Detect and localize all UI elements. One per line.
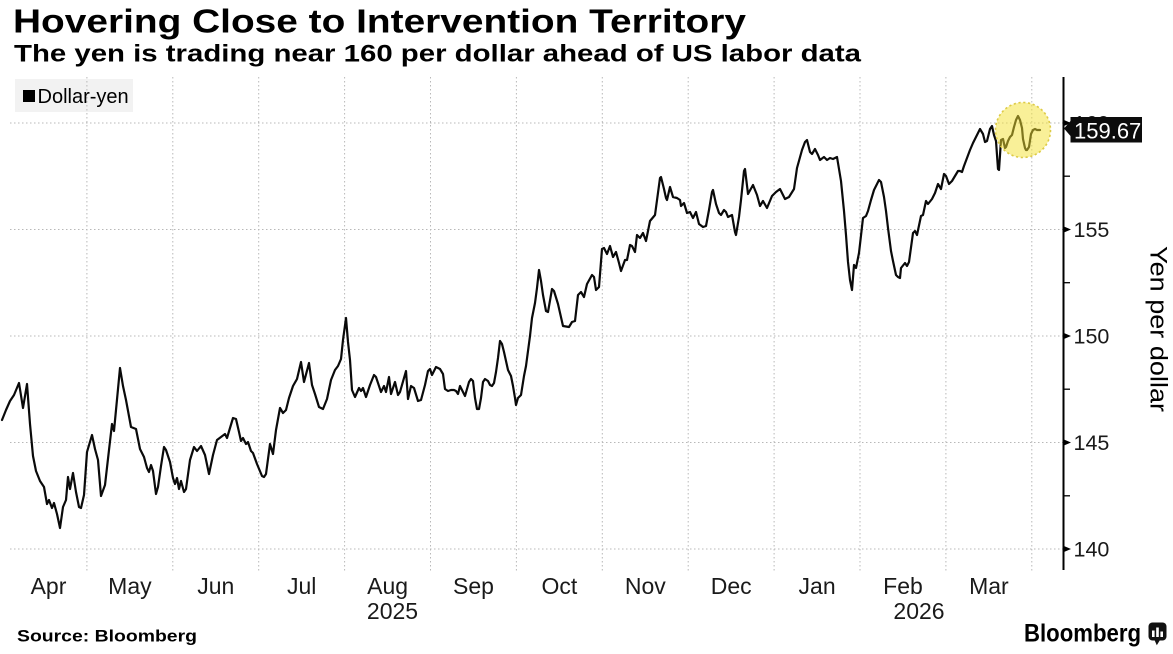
svg-text:145: 145 (1074, 431, 1110, 455)
svg-text:The yen is trading near 160 pe: The yen is trading near 160 per dollar a… (14, 41, 862, 68)
svg-text:Jun: Jun (197, 573, 234, 599)
svg-text:Dec: Dec (711, 573, 752, 599)
svg-text:Oct: Oct (542, 573, 578, 599)
svg-text:Yen per dollar: Yen per dollar (1145, 246, 1172, 412)
svg-text:2025: 2025 (367, 598, 418, 624)
svg-text:Aug: Aug (367, 573, 408, 599)
svg-text:Nov: Nov (625, 573, 666, 599)
svg-text:Dollar-yen: Dollar-yen (38, 86, 129, 108)
svg-text:Bloomberg: Bloomberg (1024, 620, 1141, 648)
svg-text:Feb: Feb (883, 573, 923, 599)
svg-text:May: May (108, 573, 152, 599)
svg-text:Mar: Mar (969, 573, 1009, 599)
svg-text:155: 155 (1074, 218, 1110, 242)
svg-text:Jul: Jul (287, 573, 316, 599)
svg-text:159.67: 159.67 (1074, 119, 1141, 144)
svg-text:150: 150 (1074, 325, 1110, 349)
svg-text:Sep: Sep (453, 573, 494, 599)
svg-text:Jan: Jan (799, 573, 836, 599)
svg-text:Source: Bloomberg: Source: Bloomberg (17, 628, 197, 646)
svg-text:2026: 2026 (893, 598, 944, 624)
svg-text:140: 140 (1074, 538, 1110, 562)
svg-text:Apr: Apr (31, 573, 67, 599)
svg-text:Hovering Close to Intervention: Hovering Close to Intervention Territory (13, 3, 747, 40)
